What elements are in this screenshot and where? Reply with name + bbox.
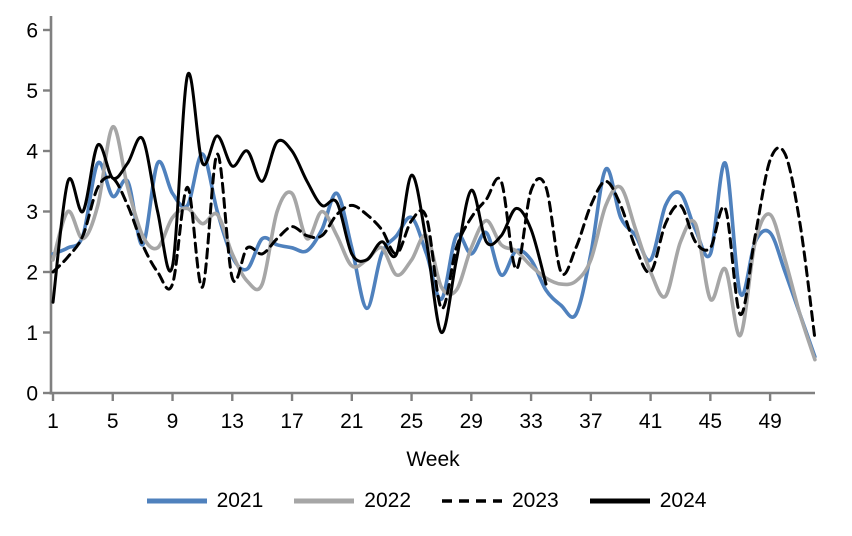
- x-tick-label: 29: [460, 410, 483, 433]
- series-line-2022: [51, 124, 817, 362]
- series-line-2023: [51, 146, 817, 341]
- x-tick-label: 21: [340, 410, 363, 433]
- legend-item-2024: 2024: [589, 489, 707, 512]
- legend-item-2023: 2023: [441, 490, 559, 511]
- x-tick-label: 37: [579, 410, 602, 433]
- x-tick-label: 33: [519, 410, 542, 433]
- y-tick-label: 0: [26, 383, 38, 406]
- x-tick-label: 45: [699, 410, 722, 433]
- legend-item-2021: 2021: [146, 489, 264, 512]
- legend-item-2022: 2022: [293, 490, 411, 511]
- legend-line-sample-2022: [294, 498, 355, 503]
- legend-line-sample-2024: [589, 498, 650, 503]
- x-tick-label: 49: [758, 410, 781, 433]
- x-tick-label: 25: [400, 410, 423, 433]
- legend-line-sample-2021: [146, 498, 207, 503]
- x-tick-label: 41: [639, 410, 662, 433]
- y-tick-label: 6: [26, 20, 38, 43]
- legend-label-2022: 2022: [364, 489, 411, 512]
- x-tick-label: 13: [221, 410, 244, 433]
- x-tick-label: 17: [280, 410, 303, 433]
- y-tick-label: 3: [26, 201, 38, 224]
- legend-label-2024: 2024: [659, 489, 707, 512]
- series-line-2024: [51, 71, 548, 335]
- x-axis-title: Week: [406, 448, 460, 471]
- legend-line-sample-2023: [442, 498, 502, 503]
- x-tick-label: 9: [167, 410, 179, 433]
- legend-label-2021: 2021: [216, 489, 264, 512]
- y-tick-label: 4: [26, 141, 38, 164]
- legend: 2021 2022 2023 2024: [0, 490, 852, 511]
- y-tick-label: 2: [26, 262, 38, 285]
- x-tick-label: 1: [47, 410, 59, 433]
- y-tick-label: 5: [26, 80, 38, 103]
- x-tick-label: 5: [107, 410, 119, 433]
- legend-label-2023: 2023: [512, 489, 559, 512]
- y-tick-label: 1: [26, 322, 38, 345]
